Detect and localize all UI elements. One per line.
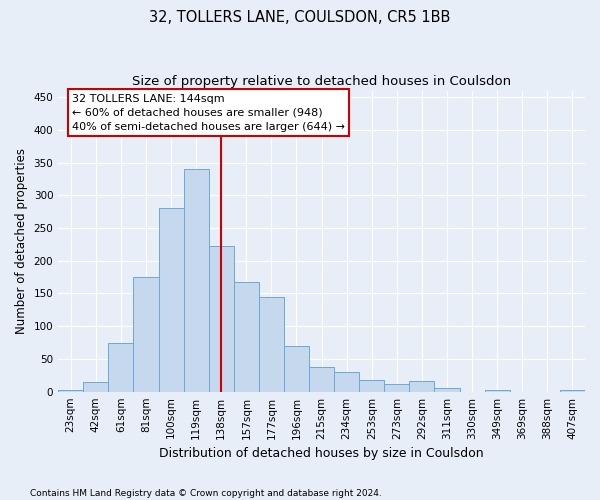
Bar	[359, 380, 385, 392]
Bar	[560, 390, 585, 392]
Bar	[184, 169, 209, 392]
Text: Contains HM Land Registry data © Crown copyright and database right 2024.: Contains HM Land Registry data © Crown c…	[30, 488, 382, 498]
Bar	[284, 346, 309, 392]
Bar	[234, 282, 259, 392]
Bar	[209, 246, 234, 392]
Bar	[409, 381, 434, 392]
Bar	[334, 372, 359, 392]
Text: 32, TOLLERS LANE, COULSDON, CR5 1BB: 32, TOLLERS LANE, COULSDON, CR5 1BB	[149, 10, 451, 25]
Bar	[385, 384, 409, 392]
Bar	[133, 277, 158, 392]
X-axis label: Distribution of detached houses by size in Coulsdon: Distribution of detached houses by size …	[159, 447, 484, 460]
Bar	[158, 208, 184, 392]
Bar	[434, 388, 460, 392]
Y-axis label: Number of detached properties: Number of detached properties	[15, 148, 28, 334]
Bar	[309, 368, 334, 392]
Bar	[83, 382, 109, 392]
Bar	[58, 390, 83, 392]
Text: 32 TOLLERS LANE: 144sqm
← 60% of detached houses are smaller (948)
40% of semi-d: 32 TOLLERS LANE: 144sqm ← 60% of detache…	[72, 94, 345, 132]
Bar	[259, 297, 284, 392]
Bar	[109, 342, 133, 392]
Bar	[485, 390, 510, 392]
Title: Size of property relative to detached houses in Coulsdon: Size of property relative to detached ho…	[132, 75, 511, 88]
